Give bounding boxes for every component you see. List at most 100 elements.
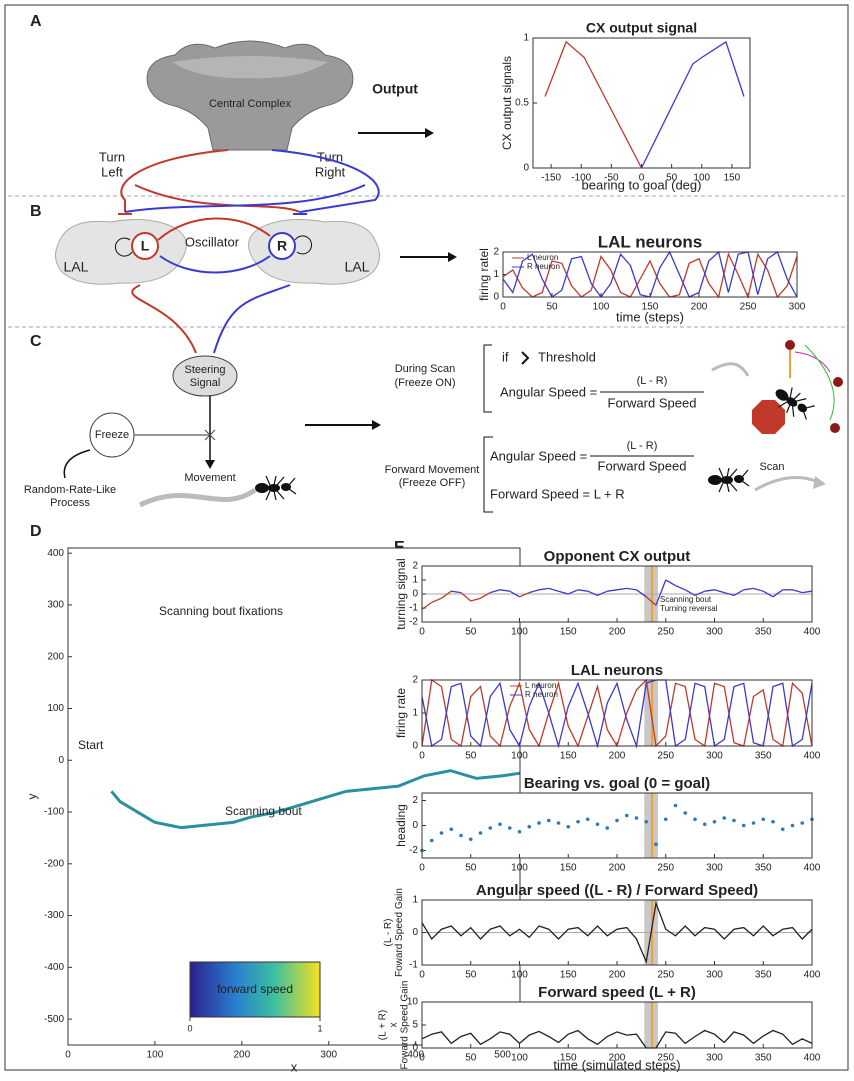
start-label: Start (78, 738, 104, 752)
x-tick-label: 300 (706, 970, 723, 981)
x-tick-label: 100 (511, 627, 528, 638)
x-axis-label: bearing to goal (deg) (582, 177, 702, 192)
y-tick-label: 1 (412, 708, 418, 719)
y-tick-label: 2 (493, 247, 499, 258)
arrow (64, 450, 90, 478)
numerator: (L - R) (637, 375, 668, 387)
x-tick-label: 400 (804, 863, 821, 874)
x-axis-label: x (291, 1059, 298, 1074)
lal-label: LAL (64, 259, 89, 275)
arrowhead (448, 252, 457, 262)
x-tick-label: 250 (657, 751, 674, 762)
x-tick-label: 200 (609, 751, 626, 762)
x-tick-label: 0 (419, 863, 425, 874)
point (479, 831, 483, 835)
y-tick-label: 0 (412, 741, 418, 752)
legend-label: Scanning bout (660, 595, 712, 604)
arrowhead (425, 128, 434, 138)
x-tick-label: 100 (511, 751, 528, 762)
point (771, 820, 775, 824)
point (664, 817, 668, 821)
point (596, 822, 600, 826)
x-tick-label: 350 (755, 970, 772, 981)
oscillator-label: Oscillator (185, 234, 240, 249)
plot-area (422, 1002, 812, 1048)
random-label: Random-Rate-Like (24, 484, 116, 496)
x-tick-label: 350 (755, 1053, 772, 1064)
threshold-label: Threshold (538, 349, 596, 364)
chart-title: Bearing vs. goal (0 = goal) (524, 775, 710, 792)
steering-label: Steering (185, 364, 226, 376)
point (527, 825, 531, 829)
if-label: if (502, 349, 509, 364)
panel-label: B (30, 203, 42, 220)
x-tick-label: 150 (724, 173, 741, 184)
point (713, 820, 717, 824)
point (586, 817, 590, 821)
y-tick-label: 0 (412, 589, 418, 600)
y-tick-label: -200 (44, 858, 64, 869)
arrowhead (372, 420, 381, 430)
x-tick-label: 100 (511, 970, 528, 981)
point (683, 811, 687, 815)
legend-label: L neuron (527, 253, 558, 262)
angular-label: Angular Speed = (490, 448, 587, 463)
point (449, 827, 453, 831)
y-tick-label: 2 (412, 561, 418, 572)
x-tick-label: 250 (657, 863, 674, 874)
x-tick-label: 150 (560, 627, 577, 638)
x-tick-label: 350 (755, 863, 772, 874)
y-axis-label: (L + R) (378, 1010, 389, 1040)
x-tick-label: 400 (804, 627, 821, 638)
panel-label: A (30, 13, 42, 30)
scan-label: Scanning bout (225, 804, 302, 818)
forward-movement: Forward Movement (385, 464, 480, 476)
legend-label: Turning reversal (660, 604, 718, 613)
x-tick-label: 50 (465, 863, 477, 874)
chart-title: Opponent CX output (544, 548, 691, 565)
scan-label: Scan (759, 461, 784, 473)
y-axis-label: Foward Speed Gain (400, 981, 411, 1070)
x-tick-label: 100 (511, 1053, 528, 1064)
y-tick-label: 400 (47, 548, 64, 559)
x-tick-label: 200 (609, 970, 626, 981)
x-tick-label: 50 (465, 1053, 477, 1064)
x-tick-label: 300 (706, 863, 723, 874)
point (576, 820, 580, 824)
chart-title: LAL neurons (598, 232, 703, 251)
y-tick-label: 0 (412, 820, 418, 831)
y-tick-label: 1 (523, 33, 529, 44)
chart: -150-100-5005010015000.51CX output signa… (500, 20, 750, 193)
point (791, 824, 795, 828)
l-node-label: L (141, 238, 150, 254)
chart-title: CX output signal (586, 20, 697, 36)
numerator: (L - R) (627, 440, 658, 452)
y-axis-label: (L - R) (383, 919, 394, 947)
x-tick-label: 200 (609, 863, 626, 874)
y-tick-label: -500 (44, 1014, 64, 1025)
point (761, 817, 765, 821)
y-axis-label: CX output signals (500, 56, 514, 150)
y-tick-label: 2 (412, 795, 418, 806)
path-trail (755, 478, 818, 491)
point (547, 819, 551, 823)
x-tick-label: 100 (511, 863, 528, 874)
legend-label: L neuron (525, 681, 556, 690)
y-tick-label: 300 (47, 600, 64, 611)
lal-label: LAL (345, 259, 370, 275)
x-tick-label: 50 (465, 751, 477, 762)
stop-sign (752, 400, 785, 434)
x-tick-label: 250 (740, 302, 757, 313)
legend-label: R neuron (527, 262, 560, 271)
y-tick-label: 100 (47, 703, 64, 714)
y-tick-label: -2 (409, 845, 418, 856)
point (469, 837, 473, 841)
point (508, 826, 512, 830)
x-tick-label: 400 (804, 751, 821, 762)
point (625, 814, 629, 818)
point (557, 821, 561, 825)
freeze-label: Freeze (95, 429, 129, 441)
point (605, 826, 609, 830)
x-tick-label: 150 (560, 970, 577, 981)
movement-label: Movement (184, 472, 235, 484)
